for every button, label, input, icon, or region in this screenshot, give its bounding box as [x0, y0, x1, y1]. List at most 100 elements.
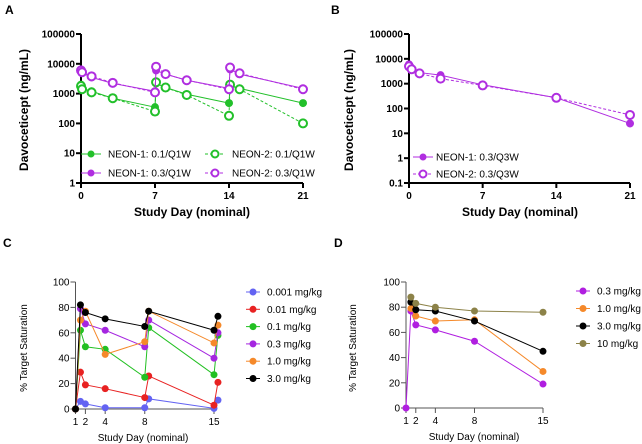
panel-c-y-tick-label: 0 — [64, 405, 70, 416]
panel-c-data-point — [76, 368, 84, 376]
panel-c-x-tick-label: 1 — [73, 417, 79, 428]
panel-a-x-tick-label: 21 — [297, 191, 309, 202]
panel-c-x-axis-title: Study Day (nominal) — [98, 433, 189, 444]
panel-a-x-tick-label: 14 — [223, 191, 235, 202]
panel-a-data-point — [225, 62, 236, 73]
panel-d-data-point — [471, 317, 478, 325]
panel-a-x-tick-label: 7 — [152, 191, 158, 202]
panel-d-legend-label: 1.0 mg/kg — [597, 304, 641, 315]
panel-b-x-tick-label: 7 — [480, 191, 486, 202]
panel-a-data-point — [298, 118, 308, 129]
panel-c-data-point — [101, 326, 109, 334]
panel-c-data-point — [76, 316, 84, 324]
panel-d-series-line — [405, 310, 544, 409]
panel-c-data-point — [210, 339, 218, 347]
panel-b-x-tick-label: 0 — [406, 191, 412, 202]
panel-d-data-point — [412, 312, 420, 320]
panel-c-data-point — [141, 343, 149, 351]
panel-a-data-point — [224, 84, 234, 95]
panel-c-legend-marker — [249, 357, 257, 365]
panel-b-y-tick-label: 1000 — [381, 79, 404, 90]
panel-d-y-axis-title: % Target Saturation — [348, 304, 359, 392]
panel-a-data-point — [160, 69, 171, 80]
panel-c-x-tick-label: 15 — [208, 417, 220, 428]
panel-c-y-tick-label: 20 — [58, 379, 70, 390]
panel-b-x-axis-title: Study Day (nominal) — [462, 205, 578, 219]
panel-d-legend-label: 0.3 mg/kg — [597, 287, 641, 298]
panel-a-legend-label: NEON-2: 0.1/Q1W — [232, 150, 315, 161]
panel-c-data-point — [101, 350, 109, 358]
panel-a-y-tick-label: 100 — [58, 119, 75, 130]
panel-d-data-point — [539, 380, 547, 388]
panel-letter-d: D — [334, 236, 343, 250]
panel-a-data-point — [107, 77, 118, 88]
panel-d-x-tick-label: 2 — [413, 416, 419, 427]
panel-d-x-tick-label: 4 — [433, 416, 439, 427]
panel-c-x-tick-label: 4 — [102, 417, 108, 428]
panel-d-x-tick-label: 15 — [537, 416, 549, 427]
panel-a-legend-marker — [87, 169, 95, 177]
panel-d-data-point — [471, 337, 478, 345]
panel-a-data-point — [77, 67, 88, 78]
panel-c-y-tick-label: 100 — [53, 278, 70, 289]
panel-d-y-tick-label: 80 — [389, 303, 401, 314]
panel-c-legend-label: 1.0 mg/kg — [267, 357, 311, 368]
panel-c-legend-marker — [249, 375, 257, 382]
panel-b-legend-marker — [418, 169, 428, 179]
panel-a-data-point — [160, 82, 171, 93]
panel-c-legend-label: 0.3 mg/kg — [267, 339, 311, 350]
panel-letter-c: C — [3, 236, 12, 250]
panel-d-legend-marker — [579, 305, 587, 312]
panel-d-data-point — [431, 303, 439, 311]
panel-c-data-point — [141, 373, 149, 381]
panel-d-y-tick-label: 100 — [383, 278, 400, 289]
panel-d-y-tick-label: 40 — [389, 353, 401, 364]
panel-b-legend-label: NEON-1: 0.3/Q3W — [436, 153, 519, 164]
panel-c-data-point — [81, 308, 89, 316]
panel-c-legend-label: 0.001 mg/kg — [267, 288, 322, 299]
panel-b-y-tick-label: 10 — [392, 129, 404, 140]
panel-d-legend-marker — [579, 287, 587, 295]
panel-c-data-point — [214, 312, 222, 320]
panel-a-data-point — [224, 110, 234, 121]
panel-d-data-point — [402, 404, 410, 412]
panel-a-data-point — [150, 106, 160, 117]
panel-a-y-tick-label: 1 — [69, 179, 75, 190]
panel-a-data-point — [150, 87, 160, 98]
panel-c-data-point — [141, 394, 149, 402]
panel-d-legend-label: 3.0 mg/kg — [597, 322, 641, 333]
panel-c-data-point — [145, 307, 153, 315]
panel-c-y-tick-label: 80 — [58, 303, 70, 314]
panel-d-legend-marker — [579, 322, 587, 330]
panel-a-data-point — [234, 84, 245, 95]
panel-a-data-point — [151, 61, 162, 72]
panel-c-data-point — [81, 320, 89, 328]
panel-d-x-tick-label: 8 — [472, 416, 478, 427]
panel-b-data-point — [625, 109, 635, 120]
panel-c-y-tick-label: 40 — [58, 354, 70, 365]
panel-c-data-point — [76, 301, 84, 309]
panel-letter-b: B — [331, 3, 340, 17]
panel-a-data-point — [77, 84, 88, 95]
panel-b-data-point — [406, 64, 417, 75]
panel-c-data-point — [101, 404, 109, 412]
panel-c-data-point — [210, 371, 218, 379]
panel-d-data-point — [412, 299, 420, 307]
panel-c-data-point — [210, 401, 218, 409]
panel-c-legend-label: 0.01 mg/kg — [267, 305, 316, 316]
panel-c-legend-label: 0.1 mg/kg — [267, 322, 311, 333]
panel-a-legend-marker — [87, 150, 95, 158]
panel-b-x-tick-label: 21 — [624, 191, 636, 202]
panel-b-y-tick-label: 0.1 — [389, 179, 403, 190]
panel-a-data-point — [86, 71, 97, 82]
panel-b-data-point — [435, 73, 446, 84]
panel-c-data-point — [81, 343, 89, 351]
panel-d-data-point — [539, 347, 547, 355]
panel-d-x-axis-title: Study Day (nominal) — [429, 432, 520, 443]
panel-a-y-axis-title: Davoceticept (ng/mL) — [17, 49, 31, 171]
panel-b-y-tick-label: 1 — [397, 154, 403, 165]
panel-d-data-point — [407, 293, 415, 301]
panel-a-y-tick-label: 100000 — [42, 30, 76, 41]
panel-d-data-point — [471, 307, 478, 315]
panel-a-data-point — [181, 89, 192, 100]
